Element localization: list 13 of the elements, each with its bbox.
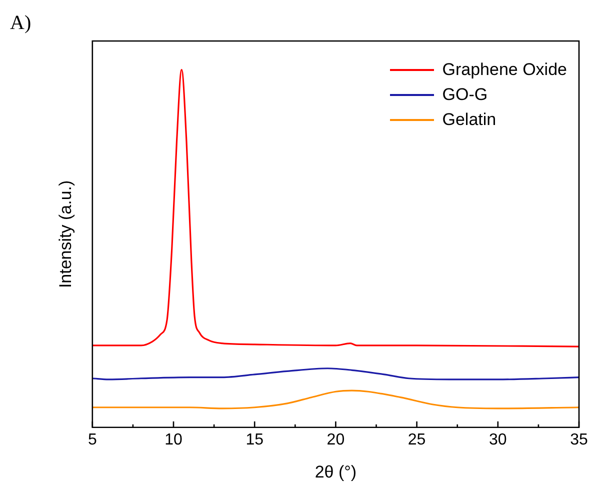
legend-label: GO-G (442, 84, 488, 106)
legend-label: Gelatin (442, 109, 496, 131)
x-axis-title: 2θ (°) (314, 462, 357, 482)
x-tick-label: 10 (164, 431, 182, 448)
legend-label: Graphene Oxide (442, 59, 567, 81)
text: A) (10, 12, 32, 35)
x-tick-label: 5 (88, 431, 97, 448)
y-axis-title: Intensity (a.u.) (56, 180, 75, 288)
x-tick-label: 15 (246, 431, 264, 448)
x-tick-label: 25 (408, 431, 426, 448)
x-tick-label: 35 (570, 431, 588, 448)
x-tick-label: 30 (489, 431, 507, 448)
x-tick-label: 20 (326, 431, 345, 448)
